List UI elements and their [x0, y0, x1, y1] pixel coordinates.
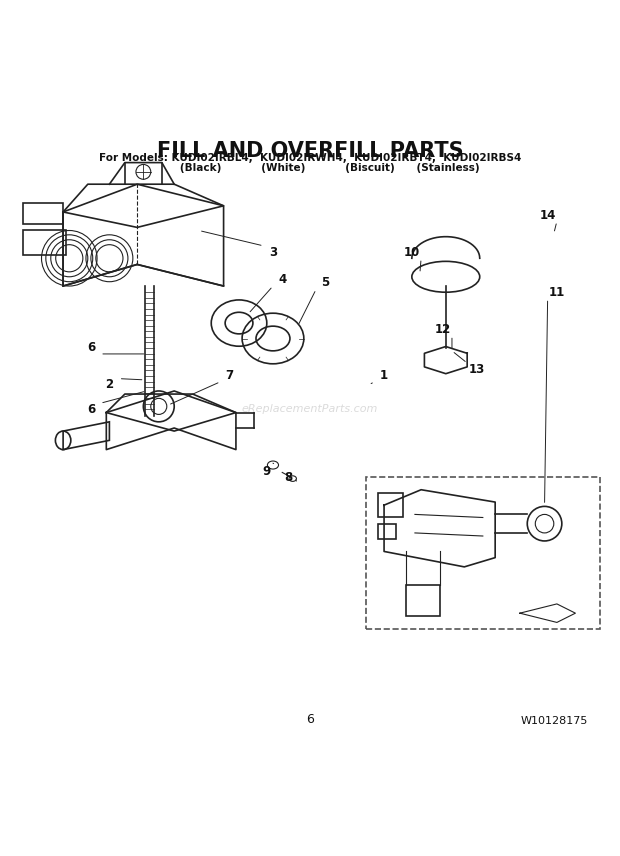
- Text: 6: 6: [306, 712, 314, 726]
- Text: W10128175: W10128175: [520, 716, 588, 726]
- Text: FILL AND OVERFILL PARTS: FILL AND OVERFILL PARTS: [157, 141, 463, 161]
- Text: 6: 6: [87, 342, 95, 354]
- Text: 6: 6: [87, 403, 95, 416]
- Text: 1: 1: [380, 369, 388, 382]
- Text: 14: 14: [539, 209, 556, 222]
- Text: For Models: KUDI02IRBL4,  KUDI02IRWH4,  KUDI02IRBT4,  KUDI02IRBS4: For Models: KUDI02IRBL4, KUDI02IRWH4, KU…: [99, 153, 521, 163]
- Text: 9: 9: [263, 465, 271, 478]
- Text: 5: 5: [321, 276, 330, 289]
- Text: 3: 3: [269, 246, 277, 259]
- Text: 10: 10: [404, 246, 420, 259]
- Text: 12: 12: [435, 323, 451, 336]
- Text: 13: 13: [469, 363, 485, 376]
- Bar: [23, 203, 63, 224]
- Text: 7: 7: [226, 369, 234, 382]
- Text: 2: 2: [105, 378, 113, 391]
- Bar: [378, 493, 402, 518]
- Bar: [23, 230, 66, 255]
- Text: eReplacementParts.com: eReplacementParts.com: [242, 405, 378, 414]
- Bar: [405, 586, 440, 616]
- Text: 4: 4: [278, 273, 286, 287]
- Text: (Black)           (White)           (Biscuit)      (Stainless): (Black) (White) (Biscuit) (Stainless): [140, 163, 480, 173]
- Text: 8: 8: [285, 471, 293, 484]
- Bar: [378, 524, 396, 539]
- Text: 11: 11: [549, 286, 565, 299]
